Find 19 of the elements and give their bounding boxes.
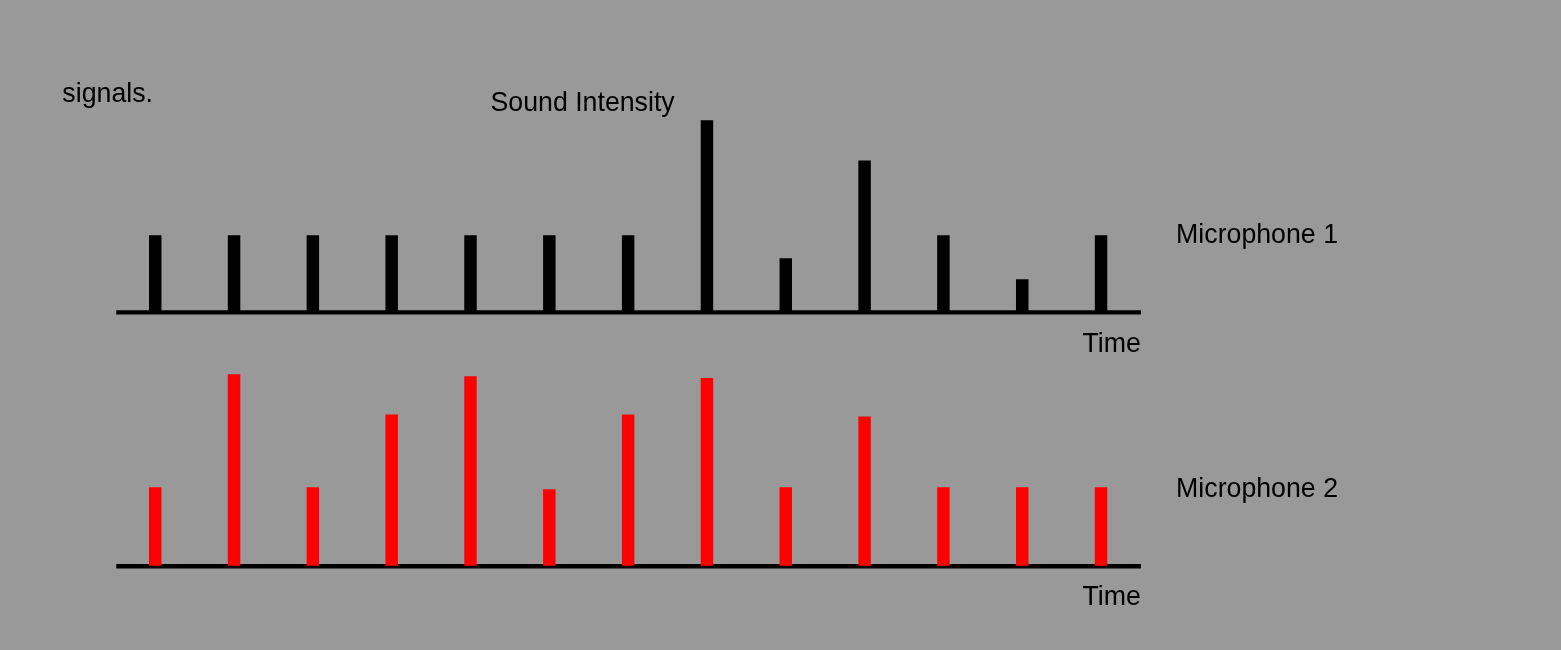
x-axis-title: Time — [1082, 581, 1141, 612]
text: Microphone 1 — [1176, 219, 1338, 250]
bar — [543, 489, 556, 566]
text: signals. — [62, 77, 153, 108]
bar — [858, 416, 871, 566]
bar — [385, 414, 398, 566]
bar — [1094, 487, 1108, 566]
bar — [700, 378, 714, 566]
bar — [1015, 487, 1029, 566]
bar — [937, 487, 950, 566]
bar — [149, 487, 162, 566]
bar — [621, 414, 635, 566]
y-axis-title: Sound Intensity — [490, 86, 676, 117]
bar — [779, 487, 793, 566]
x-axis-title: Time — [1082, 327, 1141, 358]
bar — [227, 374, 241, 566]
bar — [464, 376, 477, 566]
text: Microphone 2 — [1176, 473, 1338, 504]
bar — [306, 487, 320, 566]
